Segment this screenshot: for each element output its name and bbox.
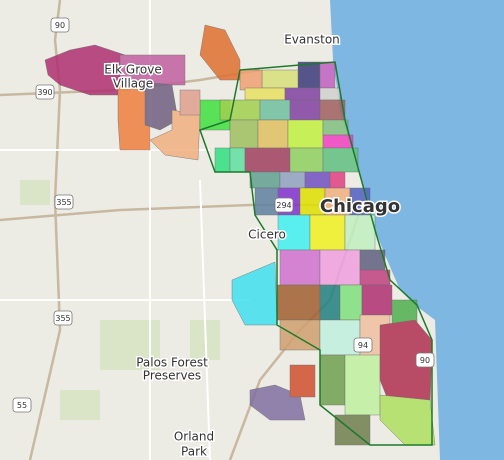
lake-michigan [330, 0, 504, 460]
shield [353, 337, 373, 353]
shield-label: 90 [55, 21, 65, 30]
place-label: Orland [174, 430, 214, 444]
place-label: Village [113, 77, 153, 91]
shield [53, 310, 73, 326]
shield [54, 194, 74, 210]
place-label: Preserves [143, 369, 201, 383]
shield [50, 17, 70, 33]
place-label: Chicago [320, 196, 400, 217]
place-labels: Evanston Elk Grove Village Chicago Cicer… [103, 31, 402, 460]
place-label: Elk Grove [104, 63, 161, 77]
shield-label: 90 [420, 356, 430, 365]
shield [12, 397, 32, 413]
shield-label: 355 [56, 198, 71, 207]
place-label: Park [181, 445, 207, 459]
shield-label: 390 [37, 88, 52, 97]
shield [35, 84, 55, 100]
place-label: Cicero [248, 228, 286, 242]
city-regions [214, 61, 436, 446]
suburb-regions [44, 24, 241, 161]
place-label: Palos Forest [136, 356, 208, 370]
shield [415, 352, 435, 368]
shield-label: 355 [55, 314, 70, 323]
place-label: Evanston [284, 33, 340, 47]
highway-shields: 90 390 355 355 55 294 94 90 [12, 17, 435, 413]
shield [274, 197, 294, 213]
city-border [199, 61, 433, 446]
shield-label: 94 [358, 341, 368, 350]
shield-label: 55 [17, 401, 27, 410]
shield-label: 294 [276, 201, 291, 210]
